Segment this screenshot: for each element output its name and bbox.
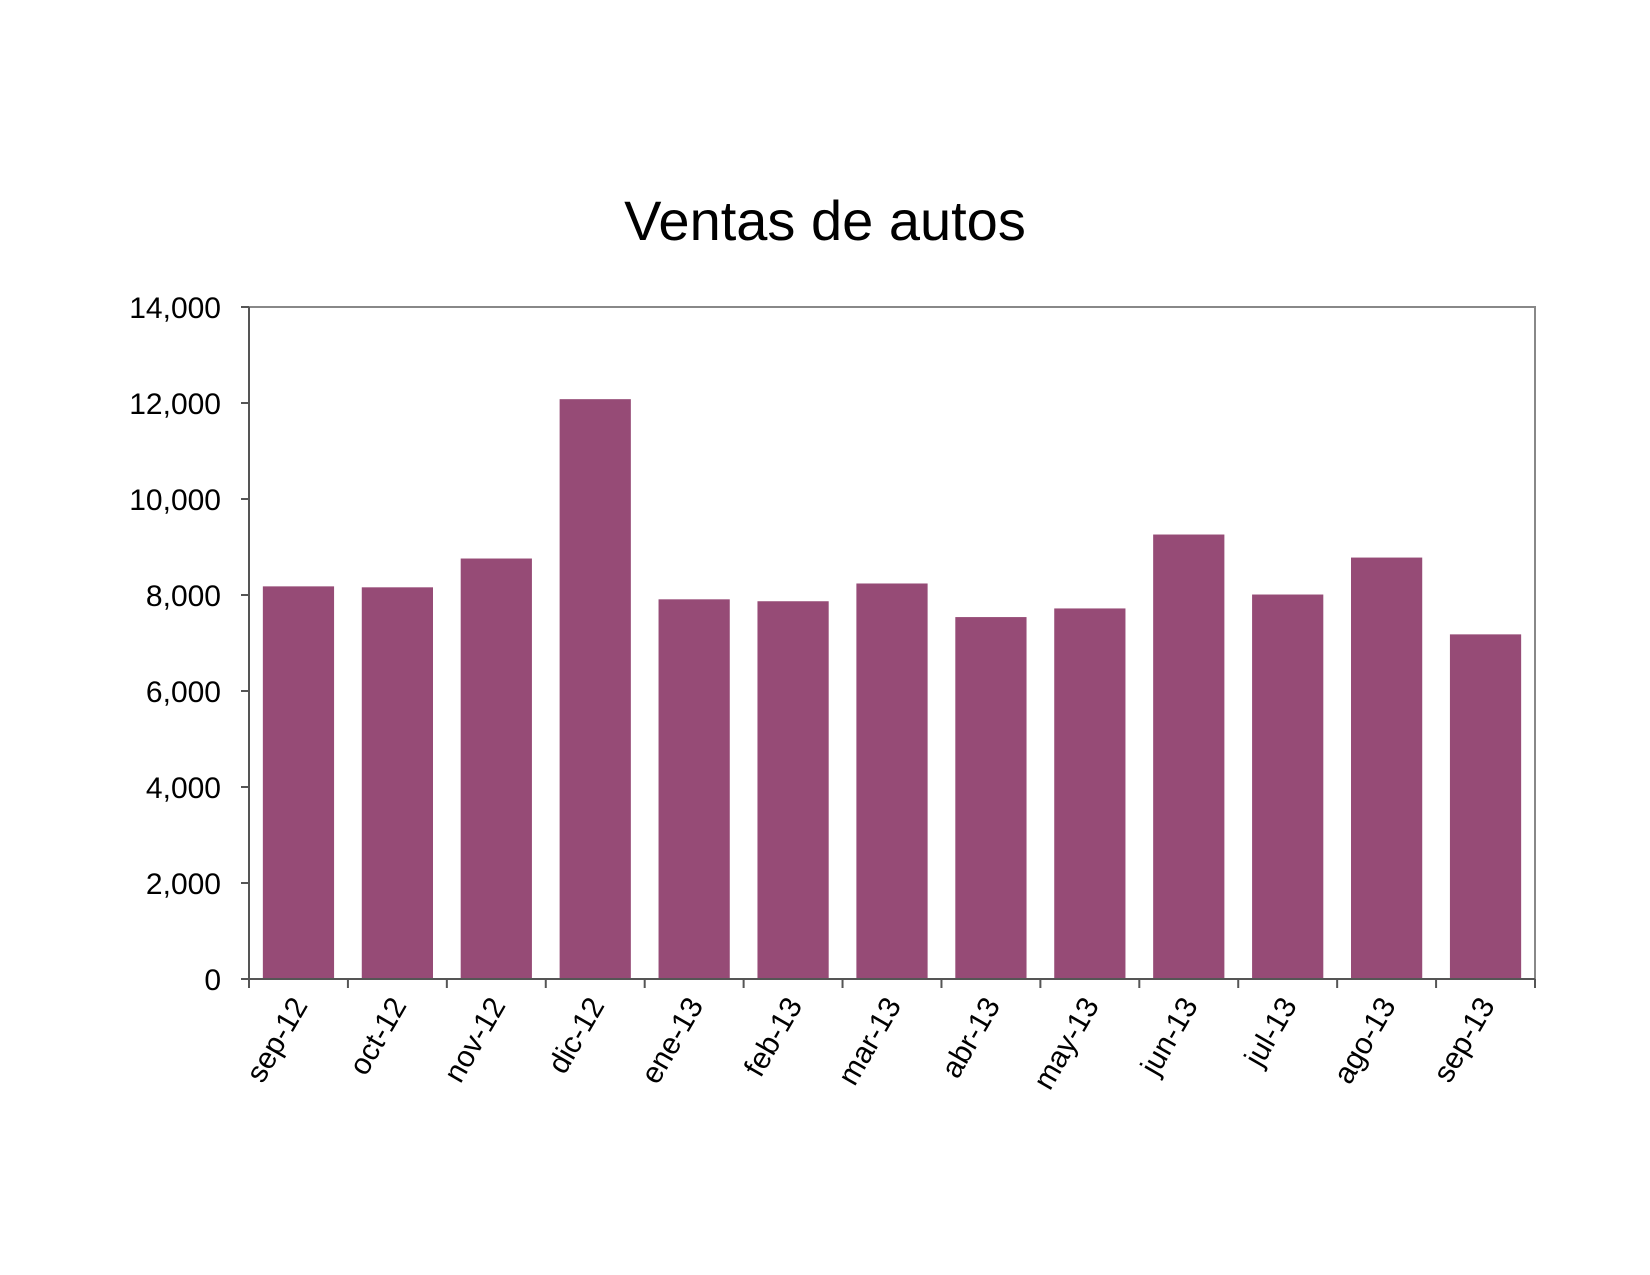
y-tick-label: 8,000 (146, 580, 221, 613)
x-tick-label: may-13 (1027, 992, 1106, 1095)
bar-feb-13 (757, 601, 829, 979)
x-tick-label: sep-12 (240, 992, 314, 1088)
y-tick-label: 2,000 (146, 868, 221, 901)
bars-group (262, 399, 1522, 979)
x-tick-label: feb-13 (738, 992, 809, 1082)
bar-oct-12 (361, 587, 433, 979)
bar-may-13 (1054, 608, 1126, 979)
bar-jun-13 (1153, 534, 1225, 979)
bar-sep-12 (262, 586, 335, 979)
bar-abr-13 (955, 617, 1027, 979)
bar-dic-12 (559, 399, 631, 979)
y-tick-label: 0 (204, 964, 221, 997)
x-tick-label: abr-13 (935, 992, 1007, 1084)
x-tick-label: sep-13 (1427, 992, 1501, 1088)
bar-sep-13 (1449, 634, 1522, 979)
y-tick-label: 6,000 (146, 676, 221, 709)
axes-group (248, 306, 1536, 980)
y-tick-label: 10,000 (129, 484, 221, 517)
x-tick-label: mar-13 (832, 992, 908, 1091)
x-tick-label: jun-13 (1134, 992, 1205, 1082)
y-tick-label: 4,000 (146, 772, 221, 805)
x-tick-label: ago-13 (1327, 992, 1402, 1089)
bar-ago-13 (1351, 557, 1423, 979)
y-axis-ticks: 0 2,000 4,000 6,000 8,000 10,000 12,000 14,000 (129, 292, 249, 997)
chart-title: Ventas de autos (624, 189, 1026, 252)
bar-nov-12 (460, 558, 532, 979)
x-tick-label: dic-12 (542, 992, 611, 1079)
x-tick-label: oct-12 (343, 992, 413, 1081)
x-tick-label: ene-13 (635, 992, 710, 1089)
y-tick-label: 14,000 (129, 292, 221, 325)
bar-mar-13 (856, 583, 928, 979)
y-tick-label: 12,000 (129, 388, 221, 421)
bar-jul-13 (1252, 594, 1324, 979)
x-tick-label: jul-13 (1238, 992, 1304, 1073)
x-axis-ticks: sep-12 oct-12 nov-12 dic-12 ene-13 feb-13 mar-… (240, 979, 1536, 1095)
x-tick-label: nov-12 (438, 992, 512, 1088)
bar-ene-13 (658, 599, 730, 979)
